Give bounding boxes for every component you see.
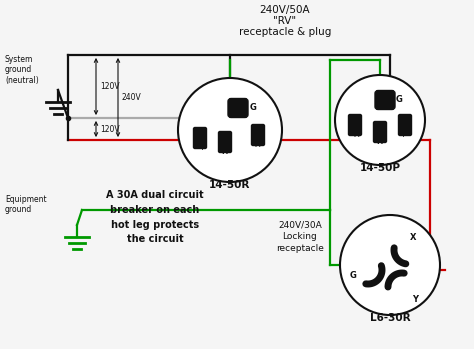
Circle shape [178, 78, 282, 182]
FancyBboxPatch shape [399, 114, 411, 135]
Text: Locking: Locking [283, 232, 318, 241]
Text: Equipment
ground: Equipment ground [5, 195, 46, 214]
Circle shape [335, 75, 425, 165]
Text: X: X [410, 232, 417, 242]
Text: G: G [350, 270, 357, 280]
FancyBboxPatch shape [193, 127, 207, 149]
Text: Y: Y [401, 130, 405, 139]
Text: Y: Y [412, 296, 418, 304]
Text: 120V: 120V [100, 125, 119, 134]
Text: W: W [376, 137, 384, 146]
Text: receptacle: receptacle [276, 244, 324, 253]
Text: G: G [396, 96, 403, 104]
Text: Y: Y [200, 143, 204, 152]
Text: 120V: 120V [100, 82, 119, 91]
Text: 14-50R: 14-50R [210, 180, 251, 190]
Text: receptacle & plug: receptacle & plug [239, 27, 331, 37]
FancyBboxPatch shape [375, 90, 395, 110]
Text: "RV": "RV" [273, 16, 297, 26]
FancyBboxPatch shape [252, 125, 264, 146]
FancyBboxPatch shape [228, 98, 248, 118]
Text: X: X [255, 140, 261, 149]
FancyBboxPatch shape [348, 114, 362, 135]
Circle shape [340, 215, 440, 315]
FancyBboxPatch shape [374, 121, 386, 142]
Text: 240V/50A: 240V/50A [260, 5, 310, 15]
Text: A 30A dual circuit
breaker on each
hot leg protects
the circuit: A 30A dual circuit breaker on each hot l… [106, 190, 204, 244]
Text: G: G [250, 104, 257, 112]
Text: System
ground
(neutral): System ground (neutral) [5, 55, 39, 85]
Text: 14-50P: 14-50P [359, 163, 401, 173]
FancyBboxPatch shape [219, 132, 231, 153]
Text: W: W [221, 147, 229, 156]
Text: X: X [354, 130, 360, 139]
Text: 240V: 240V [122, 93, 142, 102]
Text: L6-30R: L6-30R [370, 313, 410, 323]
Text: 240V/30A: 240V/30A [278, 220, 322, 229]
